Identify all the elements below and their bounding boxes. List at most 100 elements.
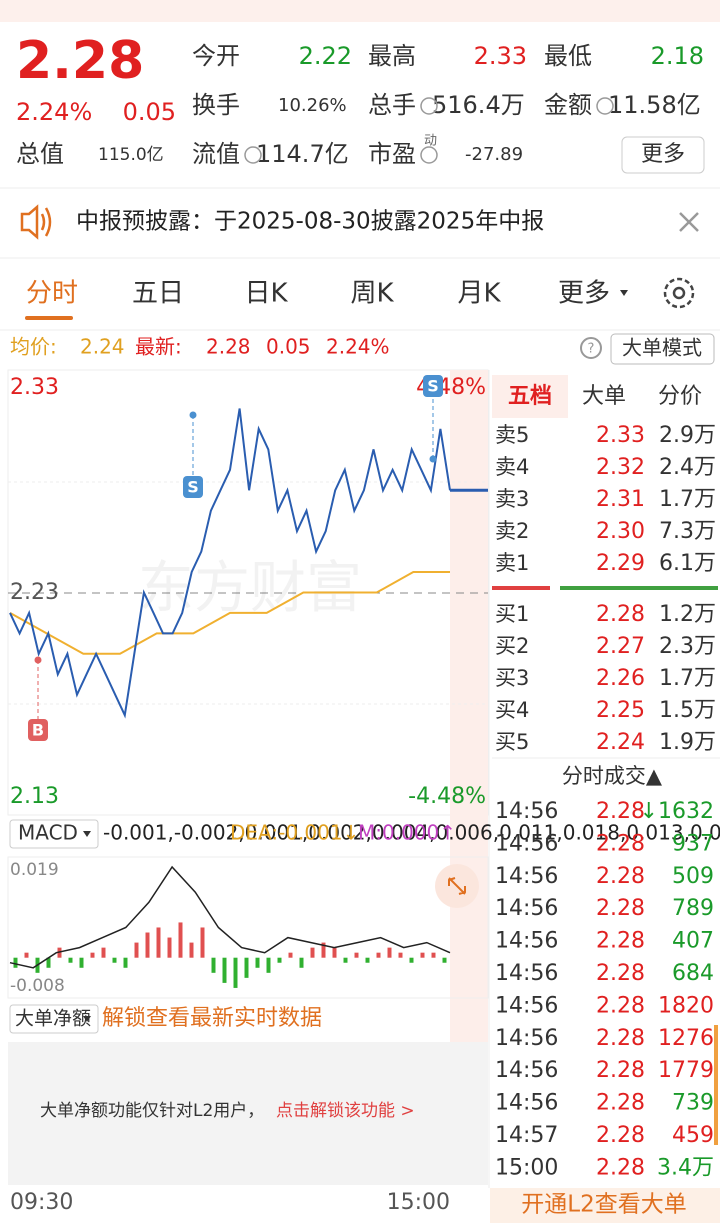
field-label: 总手: [368, 91, 416, 119]
info-icon[interactable]: [420, 146, 438, 164]
macd-bar: [365, 957, 370, 963]
marker-badge: [183, 476, 203, 498]
info-icon[interactable]: [596, 97, 614, 115]
trade-price: 2.28: [596, 993, 645, 1018]
unlock-link: 解锁查看最新实时数据: [102, 1006, 322, 1031]
macd-bar: [299, 957, 304, 968]
dropdown-caret: [83, 1016, 91, 1022]
tab-underline: [25, 316, 73, 320]
book-divider-red: [492, 586, 550, 590]
dif-line: [9, 865, 451, 969]
book-price: 2.26: [596, 666, 645, 691]
macd-bar: [266, 957, 271, 973]
l2-button-bg[interactable]: [490, 1188, 720, 1223]
marker-badge: [28, 719, 48, 741]
field-sup: 动: [424, 134, 437, 149]
macd-bar: [244, 957, 249, 978]
net-select[interactable]: [9, 1004, 99, 1034]
info-icon[interactable]: [244, 146, 262, 164]
dea-label: DEA:-0.001↓: [230, 821, 359, 845]
tab: 分时: [26, 279, 78, 309]
macd-select[interactable]: [9, 819, 99, 849]
tab: 周K: [350, 279, 394, 309]
macd-bar: [222, 957, 227, 983]
dropdown-caret: [620, 290, 628, 296]
legend-value: 2.28: [206, 335, 251, 359]
field-label: 最低: [544, 42, 592, 70]
legend-value: 2.24: [80, 335, 125, 359]
scrollbar: [714, 1025, 718, 1145]
macd-bar: [46, 957, 51, 968]
field-value: 115.0亿: [98, 145, 164, 165]
info-icon[interactable]: [420, 97, 438, 115]
dif-label: -0.001,-0.002,0.001,0.002,0.004,0.006,0.…: [103, 821, 720, 845]
book-level: 卖3: [495, 487, 529, 511]
macd-bar: [145, 932, 150, 958]
net-panel: [8, 1042, 488, 1185]
macd-bar: [123, 957, 128, 968]
change: 0.05: [123, 98, 176, 126]
trade-price: 2.28: [596, 1058, 645, 1083]
macd-bar: [112, 957, 117, 963]
book-level: 卖2: [495, 519, 529, 543]
book-tab: 大单: [582, 384, 626, 409]
expand-icon: [448, 877, 466, 895]
field-value: 2.33: [474, 42, 527, 70]
close-icon[interactable]: [679, 212, 699, 232]
macd-bar: [178, 922, 183, 958]
more-button[interactable]: [621, 136, 705, 174]
field-label: 总值: [16, 140, 64, 168]
legend-value: 2.24%: [326, 335, 390, 359]
notice-text: 中报预披露：于2025-08-30披露2025年中报: [76, 209, 544, 235]
net-select-text: 大单净额: [15, 1008, 91, 1030]
tab: 五日: [132, 279, 184, 309]
gear-icon[interactable]: [663, 277, 695, 309]
field-label: 今开: [192, 42, 240, 70]
macd-bar: [189, 942, 194, 958]
more-button-text: 更多: [641, 142, 685, 167]
book-tab: 分价: [658, 384, 702, 409]
book-price: 2.27: [596, 634, 645, 659]
macd-bar: [101, 947, 106, 958]
pct-label: -4.48%: [408, 784, 486, 809]
help-icon[interactable]: ?: [580, 337, 602, 359]
y-label: 0.019: [10, 860, 59, 880]
macd-bar: [167, 937, 172, 958]
macd-bar: [24, 952, 29, 958]
last-price: 2.28: [16, 31, 144, 91]
book-price: 2.25: [596, 698, 645, 723]
book-level: 卖4: [495, 455, 529, 479]
book-volume: 7.3万: [659, 519, 716, 544]
trade-volume: 789: [672, 896, 714, 921]
trade-volume: 684: [672, 961, 714, 986]
trade-price: 2.28: [596, 896, 645, 921]
book-price: 2.28: [596, 602, 645, 627]
l2-button-text: 开通L2查看大单: [521, 1192, 686, 1218]
macd-bar: [420, 952, 425, 958]
price-line: [9, 408, 451, 719]
marker-dot: [429, 455, 437, 463]
trade-price: 2.28: [596, 831, 645, 856]
time-label: 15:00: [387, 1190, 450, 1215]
field-label: 换手: [192, 91, 240, 119]
macd-bar: [310, 947, 315, 958]
trade-volume: 937: [672, 831, 714, 856]
macd-bar: [409, 957, 414, 963]
field-value: 2.18: [651, 42, 704, 70]
trade-volume: 3.4万: [657, 1155, 714, 1180]
macd-bar: [233, 957, 238, 988]
book-volume: 1.9万: [659, 730, 716, 755]
book-volume: 1.5万: [659, 698, 716, 723]
trade-price: 2.28: [596, 864, 645, 889]
macd-bar: [288, 952, 293, 958]
macd-bar: [354, 952, 359, 958]
macd-select-text: MACD: [18, 821, 78, 845]
net-link: 点击解锁该功能 >: [276, 1101, 415, 1121]
trade-time: 14:56: [495, 831, 558, 856]
trade-price: 2.28: [596, 929, 645, 954]
macd-bar: [398, 952, 403, 958]
mode-button[interactable]: [610, 333, 715, 365]
trade-time: 14:56: [495, 961, 558, 986]
